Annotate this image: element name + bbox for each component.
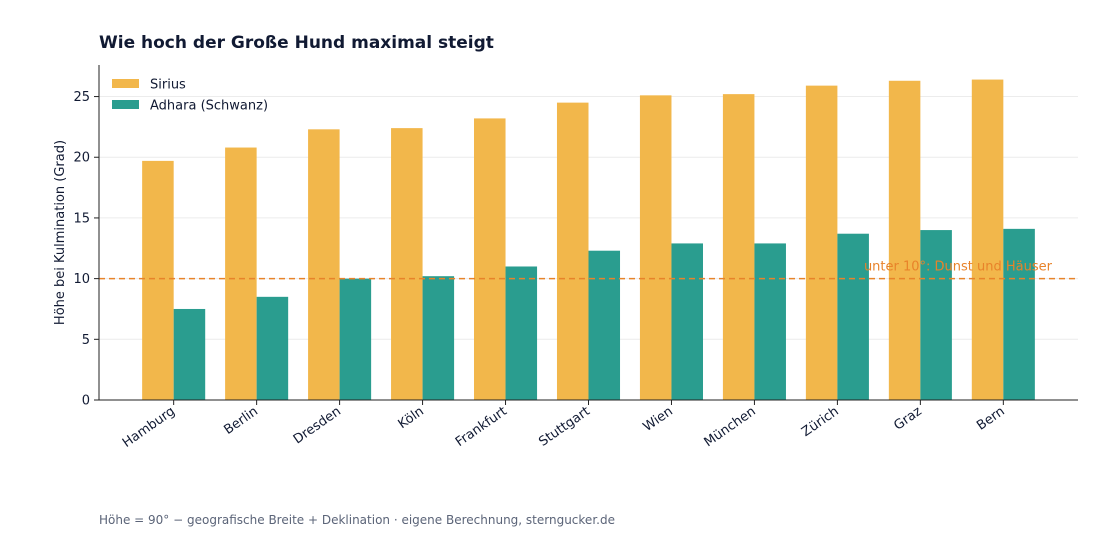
y-tick-label: 5: [82, 333, 90, 348]
footnote: Höhe = 90° − geografische Breite + Dekli…: [99, 513, 615, 527]
bar-sirius: [888, 80, 921, 400]
bar-adhara: [173, 308, 206, 400]
bar-adhara: [256, 296, 289, 400]
legend-swatch: [112, 79, 139, 88]
y-axis-label: Höhe bei Kulmination (Grad): [53, 140, 68, 325]
x-tick-label: Bern: [974, 404, 1007, 434]
bar-adhara: [671, 243, 703, 400]
x-tick-label: Berlin: [221, 404, 261, 438]
bar-adhara: [339, 278, 372, 400]
chart-title: Wie hoch der Große Hund maximal steigt: [99, 33, 494, 53]
bar-sirius: [722, 94, 755, 400]
x-tick-label: München: [702, 404, 759, 450]
x-tick-label: Frankfurt: [453, 404, 510, 450]
bar-adhara: [1003, 228, 1035, 400]
x-tick-label: Wien: [641, 404, 676, 435]
bar-adhara: [754, 243, 786, 400]
bars: [142, 79, 1035, 401]
y-tick-label: 0: [82, 394, 90, 409]
bar-adhara: [588, 250, 621, 400]
bar-sirius: [391, 128, 423, 400]
x-tick-label: Köln: [396, 404, 427, 432]
x-tick-label: Graz: [891, 404, 924, 434]
bar-adhara: [422, 276, 455, 400]
y-tick-label: 15: [73, 211, 90, 226]
bar-adhara: [920, 230, 952, 400]
x-tick-label: Stuttgart: [536, 404, 592, 450]
reference-line-label: unter 10°: Dunst und Häuser: [864, 260, 1053, 275]
bar-adhara: [505, 266, 538, 400]
bar-sirius: [308, 129, 340, 400]
bar-sirius: [142, 160, 174, 400]
legend: Sirius Adhara (Schwanz): [112, 78, 268, 114]
legend-swatch: [112, 100, 139, 109]
bar-sirius: [556, 102, 589, 401]
y-tick-label: 20: [73, 151, 90, 166]
y-tick-label: 25: [73, 90, 90, 105]
bar-sirius: [971, 79, 1004, 400]
bar-sirius: [805, 85, 838, 400]
bar-sirius: [225, 147, 257, 400]
legend-label: Adhara (Schwanz): [150, 99, 268, 114]
legend-label: Sirius: [150, 78, 186, 93]
y-tick-label: 10: [73, 272, 90, 287]
x-tick-label: Dresden: [291, 404, 344, 447]
bar-sirius: [639, 95, 672, 400]
x-tick-label: Hamburg: [120, 404, 178, 451]
bar-adhara: [837, 233, 869, 400]
x-tick-label: Zürich: [799, 404, 842, 440]
reference-line-group: unter 10°: Dunst und Häuser: [99, 260, 1078, 280]
bar-sirius: [474, 118, 506, 401]
